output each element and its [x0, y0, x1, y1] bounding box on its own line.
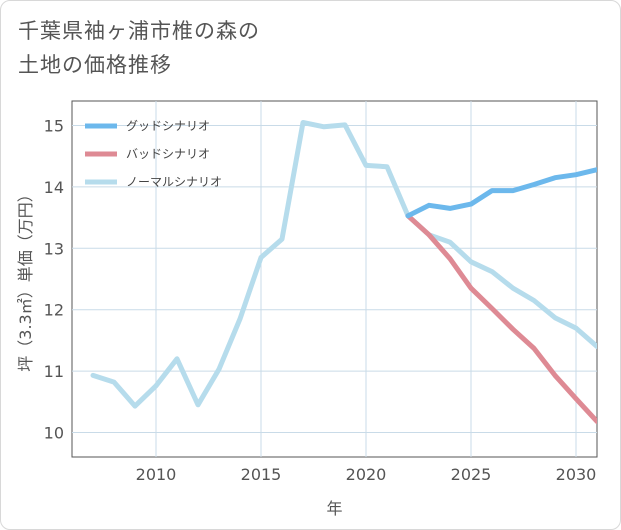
- x-tick-label: 2025: [451, 465, 492, 484]
- x-tick-label: 2030: [556, 465, 597, 484]
- series-layer: [90, 120, 597, 424]
- series-line-2: [90, 120, 597, 409]
- x-tick-label: 2010: [136, 465, 177, 484]
- legend-label-0: グッドシナリオ: [126, 119, 210, 133]
- chart-title: 千葉県袖ヶ浦市椎の森の 土地の価格推移: [18, 19, 260, 77]
- series-line-0: [405, 167, 597, 219]
- tick-labels: 2010 2015 2020 2025 2030 10 11 12 13 14 15: [44, 117, 597, 484]
- y-tick-label: 10: [44, 423, 64, 442]
- y-tick-label: 12: [44, 301, 64, 320]
- x-axis-label: 年: [326, 499, 342, 518]
- y-axis-label: 坪（3.3㎡）単価（万円）: [16, 186, 35, 371]
- y-tick-label: 15: [44, 117, 64, 136]
- x-tick-label: 2015: [241, 465, 282, 484]
- grid-lines: [72, 101, 597, 457]
- y-tick-label: 13: [44, 239, 64, 258]
- legend-label-1: バッドシナリオ: [126, 147, 210, 161]
- y-tick-label: 11: [44, 362, 64, 381]
- series-line-1: [405, 213, 597, 424]
- legend-label-2: ノーマルシナリオ: [126, 175, 222, 189]
- x-tick-label: 2020: [346, 465, 387, 484]
- y-tick-label: 14: [44, 178, 64, 197]
- plot-area: [71, 100, 598, 458]
